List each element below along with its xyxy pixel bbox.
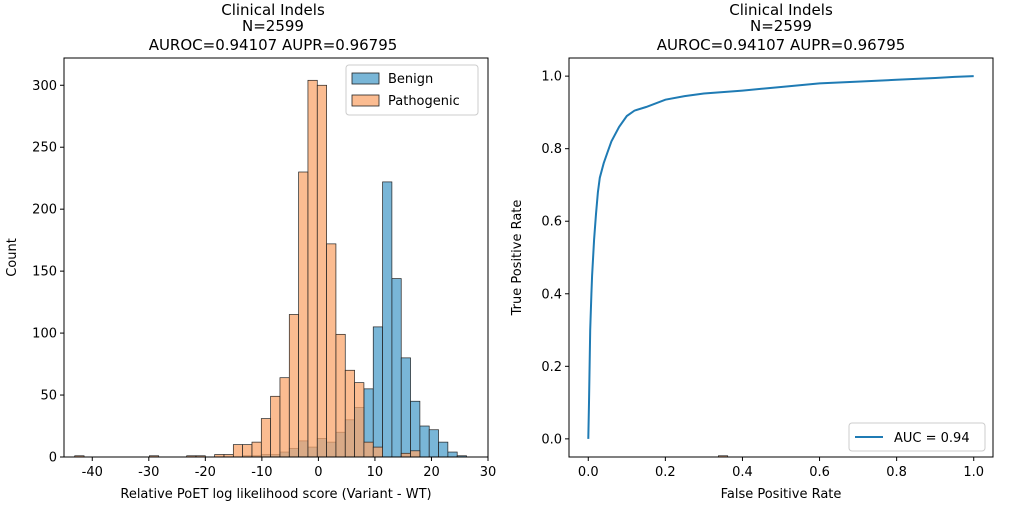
x-tick-label: 30 (480, 465, 497, 480)
chart-title-line: AUROC=0.94107 AUPR=0.96795 (149, 36, 398, 54)
y-tick-label: 0.2 (541, 360, 562, 375)
histogram-bar-pathogenic (307, 79, 318, 458)
histogram-bar-pathogenic (335, 333, 346, 458)
histogram-bar-pathogenic (372, 446, 383, 458)
roc-curve-line (587, 75, 974, 439)
x-tick-label: 0.4 (732, 465, 753, 480)
chart-title-line: N=2599 (750, 17, 812, 35)
histogram-bar-pathogenic (326, 243, 337, 458)
y-tick-label: 0.4 (541, 287, 562, 302)
histogram-bar-pathogenic (354, 382, 365, 458)
histogram-bar-pathogenic (288, 314, 299, 458)
x-tick-label: 0.2 (655, 465, 676, 480)
y-tick-label: 0 (49, 451, 57, 466)
chart-title-line: Clinical Indels (221, 1, 325, 19)
x-tick-label: 0 (314, 465, 322, 480)
histogram-bar-pathogenic (363, 441, 374, 458)
chart-title-line: AUROC=0.94107 AUPR=0.96795 (657, 36, 906, 54)
histogram-bar-pathogenic (251, 441, 262, 458)
y-tick-label: 300 (32, 79, 57, 94)
histogram-bar-benign (438, 441, 449, 458)
histogram-bar-benign (428, 429, 439, 458)
histogram-bar-pathogenic (270, 395, 281, 458)
x-axis-label: False Positive Rate (721, 487, 842, 502)
histogram-bar-benign (391, 278, 402, 458)
histogram-bar-benign (372, 326, 383, 458)
histogram-bar-pathogenic (279, 377, 290, 458)
y-tick-label: 200 (32, 203, 57, 218)
x-tick-label: 10 (367, 465, 384, 480)
x-tick-label: 0.6 (809, 465, 830, 480)
y-tick-label: 250 (32, 141, 57, 156)
legend-swatch (351, 72, 380, 85)
y-tick-label: 100 (32, 327, 57, 342)
histogram-bar-pathogenic (260, 418, 271, 458)
histogram-bar-pathogenic (344, 369, 355, 458)
y-tick-label: 0.8 (541, 142, 562, 157)
x-tick-label: 0.0 (578, 465, 599, 480)
plot-frame (63, 57, 489, 458)
x-tick-label: -40 (82, 465, 103, 480)
histogram-bar-pathogenic (400, 452, 411, 458)
histogram-bar-pathogenic (232, 444, 243, 458)
legend-box (848, 422, 986, 452)
histogram-bar-benign (400, 357, 411, 458)
y-tick-label: 1.0 (541, 70, 562, 85)
y-tick-label: 0.0 (541, 432, 562, 447)
histogram-bar-benign (382, 181, 393, 458)
histogram-bar-benign (410, 400, 421, 458)
y-tick-label: 50 (40, 389, 57, 404)
legend-entry: Pathogenic (388, 94, 460, 109)
x-tick-label: -10 (251, 465, 272, 480)
legend-swatch (351, 94, 380, 107)
histogram-bar-pathogenic (242, 444, 253, 458)
y-tick-label: 0.6 (541, 215, 562, 230)
histogram-bar-benign (419, 425, 430, 458)
x-tick-label: 0.8 (886, 465, 907, 480)
histogram-bar-benign (447, 451, 458, 458)
histogram-bar-pathogenic (410, 450, 421, 458)
x-axis-label: Relative PoET log likelihood score (Vari… (120, 487, 431, 502)
plot-frame (568, 57, 994, 458)
x-tick-label: -20 (195, 465, 216, 480)
x-tick-label: -30 (138, 465, 159, 480)
y-axis-label: Count (5, 238, 20, 277)
histogram-bar-pathogenic (298, 171, 309, 458)
y-axis-label: True Positive Rate (510, 200, 525, 317)
histogram-bar-pathogenic (316, 84, 327, 458)
x-tick-label: 20 (423, 465, 440, 480)
legend-entry: AUC = 0.94 (894, 431, 970, 446)
x-tick-label: 1.0 (963, 465, 984, 480)
chart-title-line: N=2599 (242, 17, 304, 35)
chart-title-line: Clinical Indels (729, 1, 833, 19)
y-tick-label: 150 (32, 265, 57, 280)
legend-entry: Benign (388, 72, 433, 87)
